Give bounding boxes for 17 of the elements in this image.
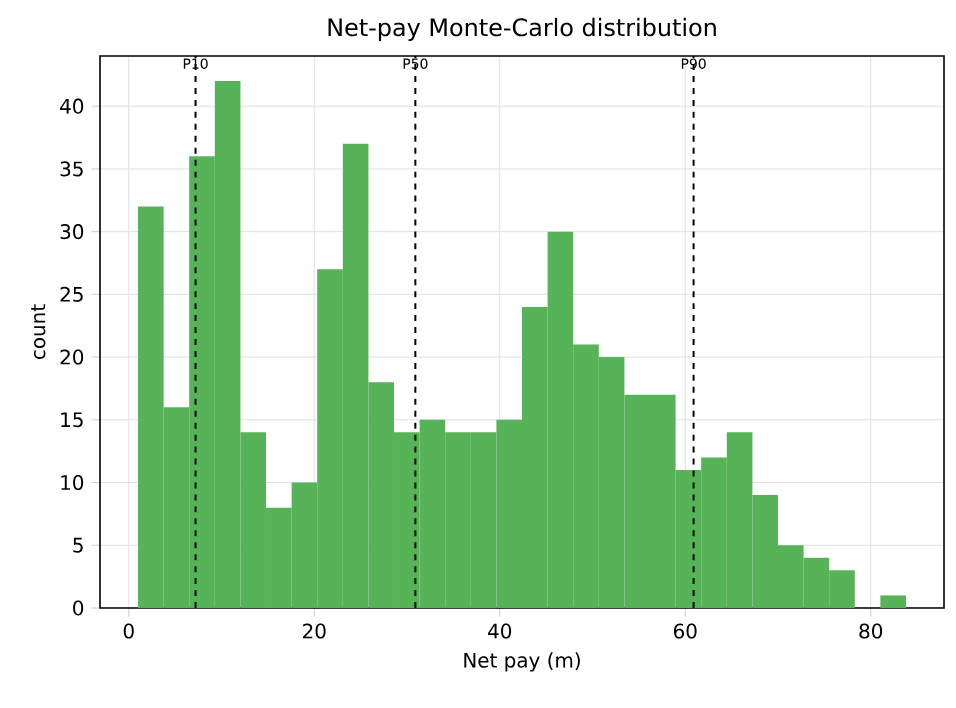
y-tick-label: 35 — [60, 161, 83, 177]
y-tick-label: 0 — [73, 600, 84, 616]
x-axis-title: Net pay (m) — [464, 652, 580, 672]
y-tick-label: 30 — [60, 224, 84, 240]
y-tick-label: 10 — [61, 474, 84, 491]
y-tick-label: 15 — [61, 412, 83, 428]
y-tick-label: 25 — [60, 286, 83, 302]
x-tick-label: 80 — [859, 623, 883, 639]
x-tick-label: 0 — [123, 623, 134, 639]
chart-title: Net-pay Monte-Carlo distribution — [328, 17, 716, 41]
y-axis-title: count — [31, 304, 46, 360]
y-tick-label: 5 — [73, 537, 83, 553]
x-tick-label: 60 — [673, 623, 697, 639]
x-tick-label: 20 — [303, 623, 326, 639]
x-tick-label: 40 — [488, 623, 512, 639]
y-tick-label: 40 — [60, 98, 84, 114]
y-tick-label: 20 — [60, 349, 84, 365]
